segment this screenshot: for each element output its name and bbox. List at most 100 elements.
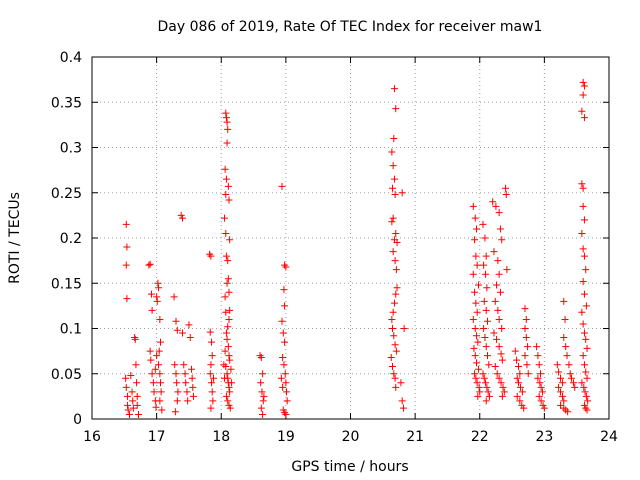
data-point [524, 343, 532, 351]
data-point [479, 370, 487, 378]
data-point [482, 252, 490, 260]
data-point [392, 383, 400, 391]
data-point [495, 270, 503, 278]
data-point [188, 374, 196, 382]
data-point [511, 347, 519, 355]
data-point [471, 236, 479, 244]
data-point [498, 325, 506, 332]
data-point [582, 404, 590, 412]
data-point [495, 343, 503, 351]
data-point [258, 388, 266, 396]
data-point [485, 392, 493, 400]
data-point [398, 189, 406, 197]
data-point [135, 410, 143, 418]
data-point [152, 403, 160, 411]
data-point [185, 321, 193, 329]
data-point [580, 383, 588, 391]
data-point [579, 202, 587, 210]
data-point [537, 397, 545, 405]
data-point [479, 220, 487, 228]
data-point [492, 202, 500, 210]
data-point [391, 191, 399, 199]
data-point [224, 182, 232, 190]
data-point [482, 306, 490, 314]
data-point [485, 361, 493, 369]
data-point [221, 347, 229, 355]
y-tick-label: 0.3 [60, 141, 82, 157]
data-point [495, 374, 503, 382]
data-point [156, 370, 164, 378]
data-point [178, 214, 186, 222]
data-point [472, 374, 480, 382]
data-point [537, 383, 545, 391]
data-point [181, 370, 189, 378]
data-point [388, 148, 396, 156]
data-point [173, 397, 181, 405]
data-point [226, 404, 234, 412]
data-point [583, 344, 591, 352]
data-point [280, 286, 288, 294]
data-point [156, 315, 164, 323]
data-point [148, 306, 156, 314]
data-point [553, 361, 561, 369]
data-point [207, 252, 215, 260]
data-point [490, 248, 498, 256]
data-point [132, 361, 140, 369]
data-point [483, 383, 491, 391]
data-point [222, 191, 230, 199]
data-point [224, 125, 232, 133]
data-point [389, 184, 397, 192]
data-point [522, 315, 530, 323]
data-point [535, 361, 543, 369]
data-point [171, 361, 179, 369]
data-point [227, 365, 235, 373]
data-point [228, 379, 236, 387]
y-tick-label: 0 [73, 412, 82, 428]
data-point [208, 388, 216, 396]
data-point [493, 335, 501, 343]
data-point [400, 325, 408, 332]
data-point [473, 308, 481, 316]
data-point [516, 383, 524, 391]
data-point [469, 315, 477, 323]
data-point [535, 392, 543, 400]
data-point [153, 297, 161, 305]
data-point [580, 252, 588, 260]
data-point [482, 343, 490, 351]
data-point [579, 320, 587, 328]
data-point [475, 383, 483, 391]
y-tick-label: 0.15 [51, 276, 82, 292]
data-point [582, 368, 590, 376]
data-point [480, 297, 488, 305]
data-point [157, 388, 165, 396]
data-point [472, 299, 480, 307]
data-points [122, 78, 592, 418]
data-point [226, 306, 234, 314]
data-point [224, 257, 232, 265]
data-point [133, 401, 141, 409]
data-point [281, 409, 289, 417]
data-point [580, 82, 588, 90]
data-point [502, 184, 510, 192]
data-point [392, 105, 400, 113]
data-point [480, 261, 488, 269]
data-point [579, 78, 587, 86]
data-point [283, 388, 291, 396]
data-point [391, 257, 399, 265]
data-point [208, 338, 216, 346]
data-point [473, 379, 481, 387]
data-point [497, 379, 505, 387]
data-point [471, 214, 479, 222]
data-point [259, 397, 267, 405]
data-point [390, 85, 398, 93]
data-point [158, 406, 166, 414]
x-tick-label: 23 [535, 429, 553, 445]
data-point [397, 379, 405, 387]
data-point [583, 406, 591, 414]
data-point [182, 379, 190, 387]
data-point [171, 408, 179, 416]
data-point [122, 261, 130, 269]
data-point [555, 368, 563, 376]
data-point [220, 361, 228, 369]
data-point [207, 361, 215, 369]
